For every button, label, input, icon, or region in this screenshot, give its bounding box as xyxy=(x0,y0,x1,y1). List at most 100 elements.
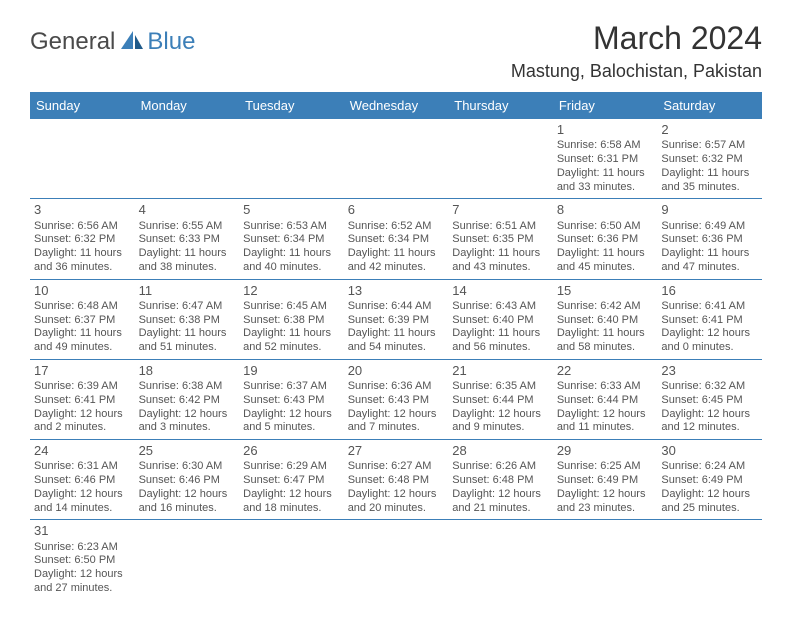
calendar-empty-cell xyxy=(448,520,553,600)
sunset-line: Sunset: 6:50 PM xyxy=(34,554,131,568)
logo-sail-icon xyxy=(119,29,145,56)
calendar-week-row: 17Sunrise: 6:39 AMSunset: 6:41 PMDayligh… xyxy=(30,359,762,439)
day-number: 14 xyxy=(452,283,549,299)
daylight-line: Daylight: 12 hours and 27 minutes. xyxy=(34,568,131,596)
calendar-page: General Blue March 2024 Mastung, Balochi… xyxy=(0,0,792,620)
calendar-day-cell: 28Sunrise: 6:26 AMSunset: 6:48 PMDayligh… xyxy=(448,440,553,520)
sunset-line: Sunset: 6:41 PM xyxy=(34,394,131,408)
calendar-day-cell: 5Sunrise: 6:53 AMSunset: 6:34 PMDaylight… xyxy=(239,199,344,279)
calendar-day-cell: 27Sunrise: 6:27 AMSunset: 6:48 PMDayligh… xyxy=(344,440,449,520)
sunset-line: Sunset: 6:43 PM xyxy=(348,394,445,408)
sunrise-line: Sunrise: 6:38 AM xyxy=(139,380,236,394)
weekday-header: Tuesday xyxy=(239,92,344,119)
calendar-day-cell: 1Sunrise: 6:58 AMSunset: 6:31 PMDaylight… xyxy=(553,119,658,199)
day-number: 22 xyxy=(557,363,654,379)
sunrise-line: Sunrise: 6:39 AM xyxy=(34,380,131,394)
calendar-empty-cell xyxy=(239,520,344,600)
day-number: 4 xyxy=(139,202,236,218)
daylight-line: Daylight: 11 hours and 51 minutes. xyxy=(139,327,236,355)
calendar-day-cell: 9Sunrise: 6:49 AMSunset: 6:36 PMDaylight… xyxy=(657,199,762,279)
calendar-day-cell: 8Sunrise: 6:50 AMSunset: 6:36 PMDaylight… xyxy=(553,199,658,279)
sunrise-line: Sunrise: 6:43 AM xyxy=(452,300,549,314)
sunset-line: Sunset: 6:31 PM xyxy=(557,153,654,167)
day-number: 3 xyxy=(34,202,131,218)
daylight-line: Daylight: 11 hours and 43 minutes. xyxy=(452,247,549,275)
sunset-line: Sunset: 6:33 PM xyxy=(139,233,236,247)
sunset-line: Sunset: 6:39 PM xyxy=(348,314,445,328)
calendar-day-cell: 14Sunrise: 6:43 AMSunset: 6:40 PMDayligh… xyxy=(448,279,553,359)
sunset-line: Sunset: 6:32 PM xyxy=(34,233,131,247)
calendar-header-row: SundayMondayTuesdayWednesdayThursdayFrid… xyxy=(30,92,762,119)
day-number: 28 xyxy=(452,443,549,459)
sunrise-line: Sunrise: 6:26 AM xyxy=(452,460,549,474)
sunset-line: Sunset: 6:38 PM xyxy=(139,314,236,328)
sunrise-line: Sunrise: 6:47 AM xyxy=(139,300,236,314)
daylight-line: Daylight: 11 hours and 58 minutes. xyxy=(557,327,654,355)
daylight-line: Daylight: 12 hours and 16 minutes. xyxy=(139,488,236,516)
title-block: March 2024 Mastung, Balochistan, Pakista… xyxy=(511,20,762,82)
day-number: 12 xyxy=(243,283,340,299)
logo: General Blue xyxy=(30,28,195,56)
calendar-table: SundayMondayTuesdayWednesdayThursdayFrid… xyxy=(30,92,762,600)
calendar-empty-cell xyxy=(239,119,344,199)
header: General Blue March 2024 Mastung, Balochi… xyxy=(30,20,762,82)
daylight-line: Daylight: 11 hours and 36 minutes. xyxy=(34,247,131,275)
calendar-day-cell: 15Sunrise: 6:42 AMSunset: 6:40 PMDayligh… xyxy=(553,279,658,359)
day-number: 27 xyxy=(348,443,445,459)
calendar-empty-cell xyxy=(30,119,135,199)
daylight-line: Daylight: 12 hours and 12 minutes. xyxy=(661,408,758,436)
sunset-line: Sunset: 6:45 PM xyxy=(661,394,758,408)
daylight-line: Daylight: 11 hours and 38 minutes. xyxy=(139,247,236,275)
weekday-header: Sunday xyxy=(30,92,135,119)
calendar-week-row: 10Sunrise: 6:48 AMSunset: 6:37 PMDayligh… xyxy=(30,279,762,359)
day-number: 25 xyxy=(139,443,236,459)
sunrise-line: Sunrise: 6:58 AM xyxy=(557,139,654,153)
day-number: 10 xyxy=(34,283,131,299)
sunset-line: Sunset: 6:48 PM xyxy=(348,474,445,488)
weekday-header: Saturday xyxy=(657,92,762,119)
sunrise-line: Sunrise: 6:55 AM xyxy=(139,220,236,234)
sunrise-line: Sunrise: 6:37 AM xyxy=(243,380,340,394)
sunrise-line: Sunrise: 6:44 AM xyxy=(348,300,445,314)
calendar-day-cell: 6Sunrise: 6:52 AMSunset: 6:34 PMDaylight… xyxy=(344,199,449,279)
daylight-line: Daylight: 12 hours and 5 minutes. xyxy=(243,408,340,436)
sunrise-line: Sunrise: 6:23 AM xyxy=(34,541,131,555)
calendar-day-cell: 7Sunrise: 6:51 AMSunset: 6:35 PMDaylight… xyxy=(448,199,553,279)
calendar-empty-cell xyxy=(344,119,449,199)
sunset-line: Sunset: 6:38 PM xyxy=(243,314,340,328)
calendar-day-cell: 3Sunrise: 6:56 AMSunset: 6:32 PMDaylight… xyxy=(30,199,135,279)
daylight-line: Daylight: 12 hours and 9 minutes. xyxy=(452,408,549,436)
sunset-line: Sunset: 6:34 PM xyxy=(243,233,340,247)
location: Mastung, Balochistan, Pakistan xyxy=(511,61,762,82)
sunrise-line: Sunrise: 6:45 AM xyxy=(243,300,340,314)
sunset-line: Sunset: 6:43 PM xyxy=(243,394,340,408)
calendar-day-cell: 2Sunrise: 6:57 AMSunset: 6:32 PMDaylight… xyxy=(657,119,762,199)
sunset-line: Sunset: 6:36 PM xyxy=(661,233,758,247)
calendar-empty-cell xyxy=(135,119,240,199)
sunrise-line: Sunrise: 6:41 AM xyxy=(661,300,758,314)
daylight-line: Daylight: 11 hours and 49 minutes. xyxy=(34,327,131,355)
sunrise-line: Sunrise: 6:57 AM xyxy=(661,139,758,153)
sunrise-line: Sunrise: 6:48 AM xyxy=(34,300,131,314)
calendar-empty-cell xyxy=(657,520,762,600)
daylight-line: Daylight: 11 hours and 47 minutes. xyxy=(661,247,758,275)
calendar-day-cell: 19Sunrise: 6:37 AMSunset: 6:43 PMDayligh… xyxy=(239,359,344,439)
calendar-day-cell: 13Sunrise: 6:44 AMSunset: 6:39 PMDayligh… xyxy=(344,279,449,359)
calendar-day-cell: 17Sunrise: 6:39 AMSunset: 6:41 PMDayligh… xyxy=(30,359,135,439)
sunrise-line: Sunrise: 6:51 AM xyxy=(452,220,549,234)
sunset-line: Sunset: 6:42 PM xyxy=(139,394,236,408)
sunset-line: Sunset: 6:46 PM xyxy=(34,474,131,488)
day-number: 8 xyxy=(557,202,654,218)
calendar-day-cell: 24Sunrise: 6:31 AMSunset: 6:46 PMDayligh… xyxy=(30,440,135,520)
day-number: 9 xyxy=(661,202,758,218)
sunrise-line: Sunrise: 6:24 AM xyxy=(661,460,758,474)
calendar-day-cell: 16Sunrise: 6:41 AMSunset: 6:41 PMDayligh… xyxy=(657,279,762,359)
sunset-line: Sunset: 6:40 PM xyxy=(557,314,654,328)
sunset-line: Sunset: 6:48 PM xyxy=(452,474,549,488)
calendar-day-cell: 25Sunrise: 6:30 AMSunset: 6:46 PMDayligh… xyxy=(135,440,240,520)
day-number: 19 xyxy=(243,363,340,379)
daylight-line: Daylight: 11 hours and 52 minutes. xyxy=(243,327,340,355)
sunrise-line: Sunrise: 6:52 AM xyxy=(348,220,445,234)
daylight-line: Daylight: 11 hours and 35 minutes. xyxy=(661,167,758,195)
calendar-day-cell: 30Sunrise: 6:24 AMSunset: 6:49 PMDayligh… xyxy=(657,440,762,520)
